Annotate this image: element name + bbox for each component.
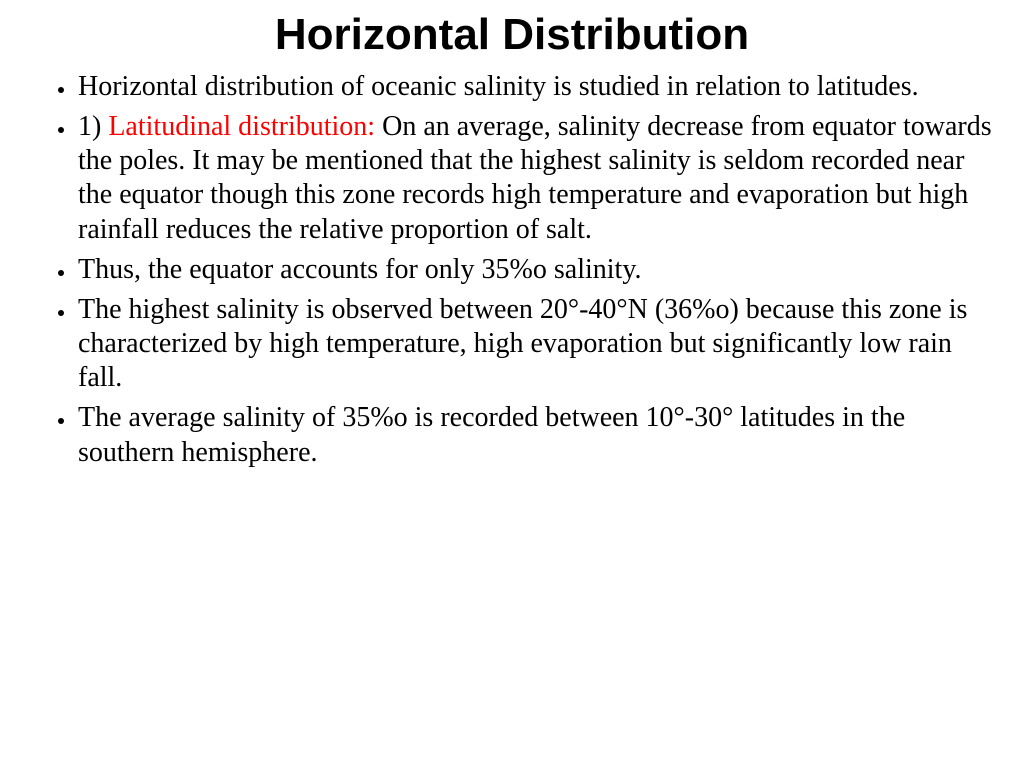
list-item: Thus, the equator accounts for only 35%o… — [76, 253, 994, 287]
slide: Horizontal Distribution Horizontal distr… — [0, 0, 1024, 768]
list-item: The highest salinity is observed between… — [76, 293, 994, 395]
bullet-list: Horizontal distribution of oceanic salin… — [30, 70, 994, 470]
slide-title: Horizontal Distribution — [30, 10, 994, 60]
list-item: Horizontal distribution of oceanic salin… — [76, 70, 994, 104]
emphasis-text: Latitudinal distribution: — [108, 111, 375, 142]
list-item: 1) Latitudinal distribution: On an avera… — [76, 110, 994, 247]
bullet-prefix: 1) — [78, 111, 108, 142]
list-item: The average salinity of 35%o is recorded… — [76, 401, 994, 469]
